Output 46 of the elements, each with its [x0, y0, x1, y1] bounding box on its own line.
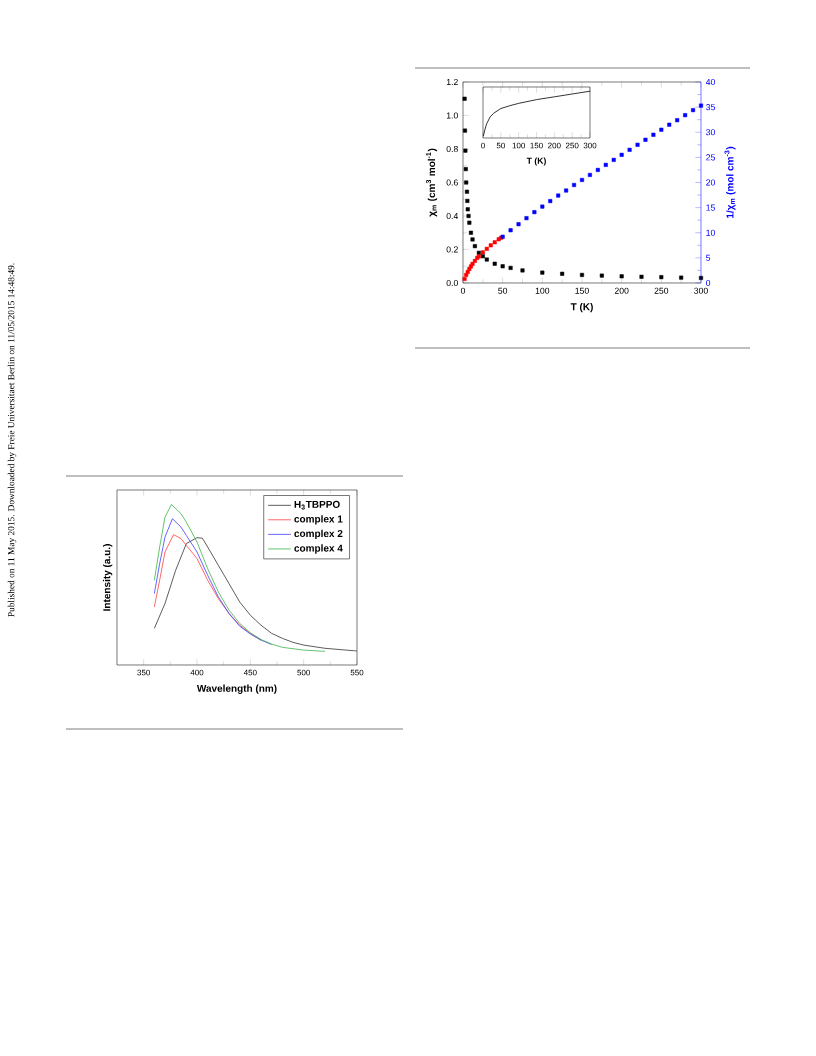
- y-tick-label: 1.2: [446, 78, 458, 86]
- y-tick-label: 0.6: [446, 179, 458, 186]
- x-tick-label: 250: [565, 142, 579, 149]
- x-tick-label: 150: [575, 287, 589, 294]
- y-tick-label: 0.4: [446, 212, 459, 220]
- x-tick-label: 50: [498, 287, 508, 294]
- y2-tick-label: 40: [705, 78, 715, 86]
- x-tick-label: 250: [654, 287, 669, 294]
- y2-tick-label: 20: [706, 179, 715, 186]
- x-axis-title: T (K): [526, 157, 546, 166]
- x-axis-title: Wavelength (nm): [196, 684, 277, 694]
- y2-axis-title: 1/χ$_{m}$ (mol cm$^{-3}$): [724, 146, 736, 219]
- y-tick-label: 0.8: [446, 145, 458, 153]
- x-tick-label: 0: [481, 142, 485, 149]
- y-axis-title: χ$_{m}$ (cm$^{3}$ mol$^{-1}$): [426, 148, 438, 217]
- x-tick-label: 100: [512, 142, 526, 149]
- x-tick-label: 550: [350, 669, 364, 676]
- x-tick-label: 500: [297, 669, 311, 676]
- y-axis-title: Intensity (a.u.): [102, 544, 113, 611]
- legend-label: complex 2: [294, 529, 343, 540]
- legend-label: complex 1: [294, 515, 343, 525]
- text: Published on 11 May 2015. Downloaded by Freie Universitaet Berlin on 11/05/2015 14:48:49.: [7, 263, 17, 617]
- y2-tick-label: 10: [706, 229, 715, 236]
- x-tick-label: 50: [496, 142, 505, 149]
- y2-tick-label: 0: [706, 279, 711, 287]
- x-tick-label: 150: [530, 142, 543, 149]
- y2-tick-label: 35: [706, 104, 715, 111]
- y2-tick-label: 5: [706, 254, 711, 261]
- legend-label: H$_{3}$TBPPO: [294, 500, 340, 510]
- y2-tick-label: 25: [706, 154, 715, 161]
- x-tick-label: 350: [137, 669, 151, 676]
- x-tick-label: 300: [583, 142, 597, 149]
- y2-tick-label: 15: [706, 204, 715, 211]
- x-tick-label: 100: [535, 287, 550, 294]
- x-tick-label: 0: [460, 287, 466, 294]
- x-tick-label: 450: [243, 669, 257, 676]
- y-tick-label: 1.0: [446, 112, 458, 119]
- y-tick-label: 0.2: [446, 246, 458, 253]
- y2-tick-label: 30: [706, 129, 715, 136]
- x-tick-label: 200: [548, 142, 561, 149]
- x-axis-title: T (K): [570, 303, 593, 313]
- x-tick-label: 300: [694, 287, 708, 294]
- x-tick-label: 200: [614, 287, 629, 294]
- y-tick-label: 0.0: [446, 279, 458, 287]
- legend-label: complex 4: [294, 544, 343, 554]
- x-tick-label: 400: [190, 669, 204, 676]
